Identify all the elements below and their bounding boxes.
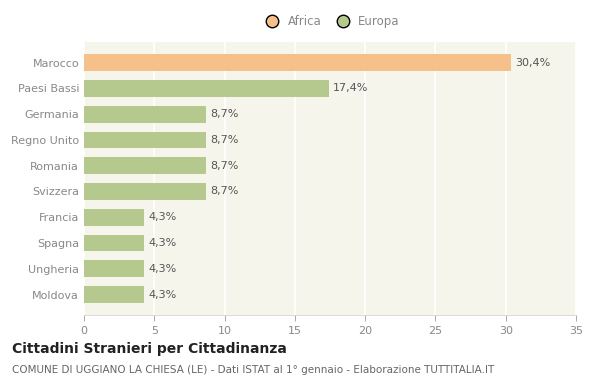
Bar bbox=[84, 157, 206, 174]
Text: Cittadini Stranieri per Cittadinanza: Cittadini Stranieri per Cittadinanza bbox=[12, 342, 287, 356]
Text: 8,7%: 8,7% bbox=[211, 187, 239, 196]
Text: 30,4%: 30,4% bbox=[515, 58, 551, 68]
Bar bbox=[84, 286, 145, 303]
Legend: Africa, Europa: Africa, Europa bbox=[256, 11, 404, 33]
Text: 4,3%: 4,3% bbox=[149, 264, 177, 274]
Bar bbox=[84, 235, 145, 252]
Text: 8,7%: 8,7% bbox=[211, 109, 239, 119]
Text: 4,3%: 4,3% bbox=[149, 290, 177, 299]
Bar bbox=[84, 209, 145, 226]
Bar bbox=[84, 131, 206, 148]
Bar bbox=[84, 183, 206, 200]
Bar bbox=[84, 260, 145, 277]
Text: COMUNE DI UGGIANO LA CHIESA (LE) - Dati ISTAT al 1° gennaio - Elaborazione TUTTI: COMUNE DI UGGIANO LA CHIESA (LE) - Dati … bbox=[12, 365, 494, 375]
Bar bbox=[84, 106, 206, 122]
Bar bbox=[84, 54, 511, 71]
Text: 4,3%: 4,3% bbox=[149, 212, 177, 222]
Text: 17,4%: 17,4% bbox=[333, 83, 368, 93]
Text: 8,7%: 8,7% bbox=[211, 161, 239, 171]
Bar bbox=[84, 80, 329, 97]
Text: 4,3%: 4,3% bbox=[149, 238, 177, 248]
Text: 8,7%: 8,7% bbox=[211, 135, 239, 145]
